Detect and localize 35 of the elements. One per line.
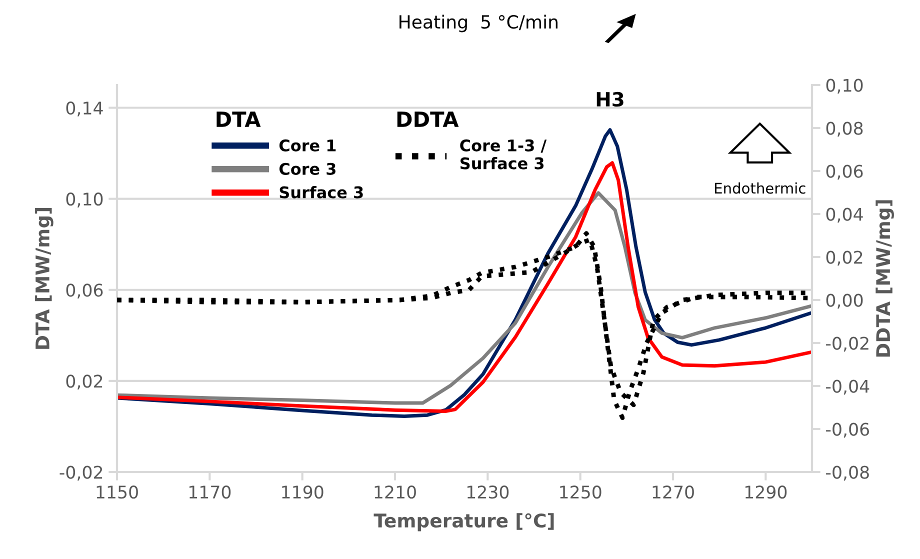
annotation: DTA bbox=[216, 112, 261, 127]
x-axis-title: Temperature [°C] bbox=[374, 513, 554, 532]
y2-tick-label: -0,02 bbox=[826, 336, 868, 352]
y-tick-label: 0,14 bbox=[66, 101, 103, 116]
y2-tick-label: -0,08 bbox=[826, 466, 869, 481]
y2-axis-title: DDTA [MW/mg] bbox=[876, 200, 894, 357]
x-tick-label: 1270 bbox=[652, 486, 694, 499]
annotation: DDTA bbox=[397, 112, 459, 127]
y2-tick-label: 0,06 bbox=[826, 164, 863, 180]
legend-label: Core 1-3 / Surface 3 bbox=[460, 139, 547, 170]
x-tick-label: 1210 bbox=[374, 486, 416, 499]
annotation: Endothermic bbox=[715, 182, 806, 194]
x-tick-label: 1150 bbox=[96, 486, 138, 499]
y2-tick-label: 0,04 bbox=[826, 208, 863, 223]
x-tick-label: 1290 bbox=[745, 486, 787, 499]
legend-label: Surface 3 bbox=[280, 186, 363, 198]
legend-label: Core 1 bbox=[279, 139, 336, 152]
y-tick-label: 0,02 bbox=[66, 374, 102, 390]
y2-tick-label: -0,06 bbox=[826, 422, 870, 438]
y-tick-label: 0,10 bbox=[66, 192, 103, 208]
y2-tick-label: 0,00 bbox=[826, 294, 863, 309]
x-tick-label: 1190 bbox=[282, 486, 324, 499]
y2-tick-label: 0,02 bbox=[826, 250, 862, 266]
y-tick-label: 0,06 bbox=[66, 284, 103, 298]
y-axis-title: DTA [MW/mg] bbox=[35, 208, 54, 349]
x-tick-label: 1230 bbox=[467, 486, 509, 499]
text: Heating 5 °C/min bbox=[400, 14, 558, 32]
y2-tick-label: 0,08 bbox=[826, 122, 863, 137]
y2-tick-label: 0,10 bbox=[826, 78, 863, 94]
annotation: H3 bbox=[596, 92, 624, 107]
y2-tick-label: -0,04 bbox=[826, 380, 870, 395]
legend-label: Core 3 bbox=[279, 162, 336, 175]
x-tick-label: 1250 bbox=[560, 486, 602, 499]
x-tick-label: 1170 bbox=[189, 486, 231, 499]
y-tick-label: -0,02 bbox=[60, 466, 102, 481]
